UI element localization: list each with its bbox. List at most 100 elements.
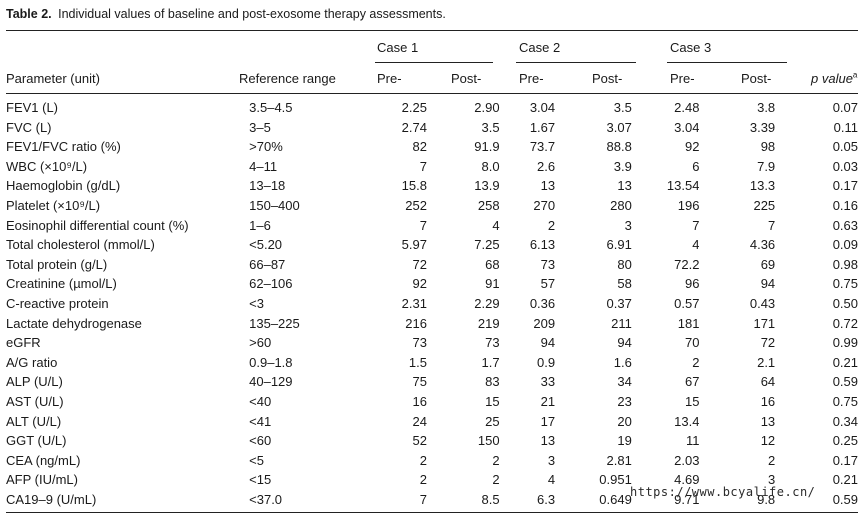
table-row: CA19–9 (U/mL) <37.0 7 8.5 6.3 0.649 9.71 9.8 0.5… [6, 490, 858, 510]
header-p-value-footnote: a [852, 70, 858, 80]
cell-case2-pre: 0.9 [537, 354, 556, 370]
cell-p-value: 0.25 [832, 433, 858, 449]
cell-case2-post: 80 [617, 256, 632, 272]
cell-reference-range: 1–6 [249, 217, 271, 233]
cell-case2-pre: 17 [540, 413, 556, 429]
cell-reference-range: <5.20 [249, 237, 283, 253]
cell-p-value: 0.03 [832, 158, 858, 174]
cell-parameter: GGT (U/L) [6, 433, 67, 449]
cell-case2-post: 94 [617, 335, 632, 351]
cell-case2-pre: 73 [540, 256, 556, 272]
cell-p-value: 0.17 [832, 452, 858, 468]
cell-case3-pre: 67 [685, 374, 700, 390]
header-case1-pre: Pre- [377, 71, 402, 86]
cell-case1-pre: 16 [412, 393, 427, 409]
cell-case1-pre: 2 [419, 472, 427, 488]
cell-case2-pre: 3 [547, 452, 556, 468]
cell-case3-post: 0.43 [749, 295, 776, 311]
top-rule [6, 30, 858, 31]
cell-case1-post: 8.5 [481, 491, 500, 507]
cell-reference-range: <40 [249, 393, 272, 409]
cell-parameter: FEV1 (L) [6, 100, 59, 115]
cell-case2-pre: 33 [540, 374, 556, 390]
table-row: Total protein (g/L) 66–87 72 68 73 80 72.2 69 0.… [6, 255, 858, 275]
cell-case1-pre: 2.74 [401, 119, 427, 135]
cell-reference-range: <41 [249, 413, 272, 429]
table-row: eGFR >60 73 73 94 94 70 72 0.99 [6, 333, 858, 353]
cell-case3-post: 69 [760, 256, 776, 272]
table-row: C-reactive protein <3 2.31 2.29 0.36 0.37 0.57… [6, 294, 858, 314]
cell-case3-pre: 7 [692, 217, 700, 233]
cell-case2-post: 19 [617, 433, 632, 449]
cell-parameter: Eosinophil differential count (%) [6, 217, 189, 233]
cell-case2-post: 0.649 [599, 491, 632, 507]
header-case3-pre: Pre- [670, 71, 695, 86]
cell-p-value: 0.11 [833, 119, 858, 135]
cell-parameter: ALP (U/L) [6, 374, 63, 390]
cell-reference-range: 4–11 [249, 158, 278, 174]
cell-case3-post: 3 [767, 472, 776, 488]
cell-case3-pre: 4 [692, 237, 700, 253]
cell-case3-pre: 2.48 [674, 100, 700, 115]
cell-p-value: 0.59 [832, 374, 858, 390]
cell-case2-pre: 94 [540, 335, 556, 351]
results-table: FEV1 (L) 3.5–4.5 2.25 2.90 3.04 3.5 2.48 3.8 0.0… [6, 98, 858, 509]
table-caption: Table 2. Individual values of baseline a… [6, 7, 446, 21]
header-reference: Reference range [239, 71, 336, 86]
header-p-value-label: p value [811, 71, 853, 86]
table-row: FEV1 (L) 3.5–4.5 2.25 2.90 3.04 3.5 2.48 3.8 0.0… [6, 98, 858, 118]
cell-case3-pre: 96 [685, 276, 700, 292]
cell-case2-pre: 73.7 [529, 139, 556, 155]
cell-parameter: Total cholesterol (mmol/L) [6, 237, 155, 253]
cell-case2-pre: 1.67 [529, 119, 556, 135]
cell-case2-post: 2.81 [606, 452, 632, 468]
cell-case3-pre: 2.03 [674, 452, 700, 468]
cell-case3-pre: 13.54 [666, 178, 700, 194]
cell-case1-post: 258 [477, 197, 500, 213]
cell-case3-pre: 15 [685, 393, 700, 409]
cell-case2-pre: 209 [533, 315, 556, 331]
cell-case3-post: 2.1 [757, 354, 776, 370]
cell-reference-range: <15 [249, 472, 272, 488]
cell-case2-post: 3.07 [606, 119, 632, 135]
table-row: AFP (IU/mL) <15 2 2 4 0.951 4.69 3 0.21 [6, 470, 858, 490]
bottom-rule [6, 512, 858, 513]
cell-case3-pre: 72.2 [674, 256, 700, 272]
cell-case3-post: 12 [760, 433, 776, 449]
cell-case3-post: 225 [753, 197, 776, 213]
cell-case2-post: 1.6 [613, 354, 632, 370]
cell-case3-pre: 2 [692, 354, 700, 370]
cell-case1-pre: 72 [412, 256, 427, 272]
cell-case2-post: 6.91 [606, 237, 632, 253]
cell-case1-pre: 75 [412, 374, 427, 390]
table-row: Total cholesterol (mmol/L) <5.20 5.97 7.25 6… [6, 235, 858, 255]
cell-reference-range: 62–106 [249, 276, 293, 292]
cell-case3-pre: 92 [685, 139, 700, 155]
cell-p-value: 0.99 [832, 335, 858, 351]
cell-case1-post: 91 [485, 276, 500, 292]
cell-p-value: 0.98 [832, 256, 858, 272]
cell-case1-pre: 5.97 [401, 237, 427, 253]
case2-rule [516, 62, 636, 63]
cell-case1-post: 91.9 [474, 139, 500, 155]
table-body: FEV1 (L) 3.5–4.5 2.25 2.90 3.04 3.5 2.48 3.8 0.0… [6, 98, 858, 509]
cell-reference-range: 150–400 [249, 197, 300, 213]
cell-parameter: CEA (ng/mL) [6, 452, 81, 468]
cell-case2-pre: 6.3 [537, 491, 556, 507]
table-row: Creatinine (µmol/L) 62–106 92 91 57 58 96 94 0.7… [6, 274, 858, 294]
cell-case3-pre: 196 [677, 197, 700, 213]
cell-case2-post: 34 [617, 374, 632, 390]
cell-case3-post: 98 [760, 139, 776, 155]
cell-case2-post: 88.8 [606, 139, 632, 155]
cell-parameter: Platelet (×10⁹/L) [6, 197, 101, 213]
cell-p-value: 0.50 [832, 295, 858, 311]
cell-case1-post: 15 [485, 393, 500, 409]
table-caption-text: Individual values of baseline and post-e… [58, 7, 446, 21]
cell-case3-post: 3.8 [757, 100, 776, 115]
cell-case1-post: 73 [485, 335, 500, 351]
cell-p-value: 0.07 [832, 100, 858, 115]
cell-case2-pre: 21 [540, 393, 556, 409]
cell-case1-pre: 2.31 [401, 295, 427, 311]
table-row: A/G ratio 0.9–1.8 1.5 1.7 0.9 1.6 2 2.1 0.21 [6, 353, 858, 373]
table-row: Platelet (×10⁹/L) 150–400 252 258 270 280 196 2… [6, 196, 858, 216]
